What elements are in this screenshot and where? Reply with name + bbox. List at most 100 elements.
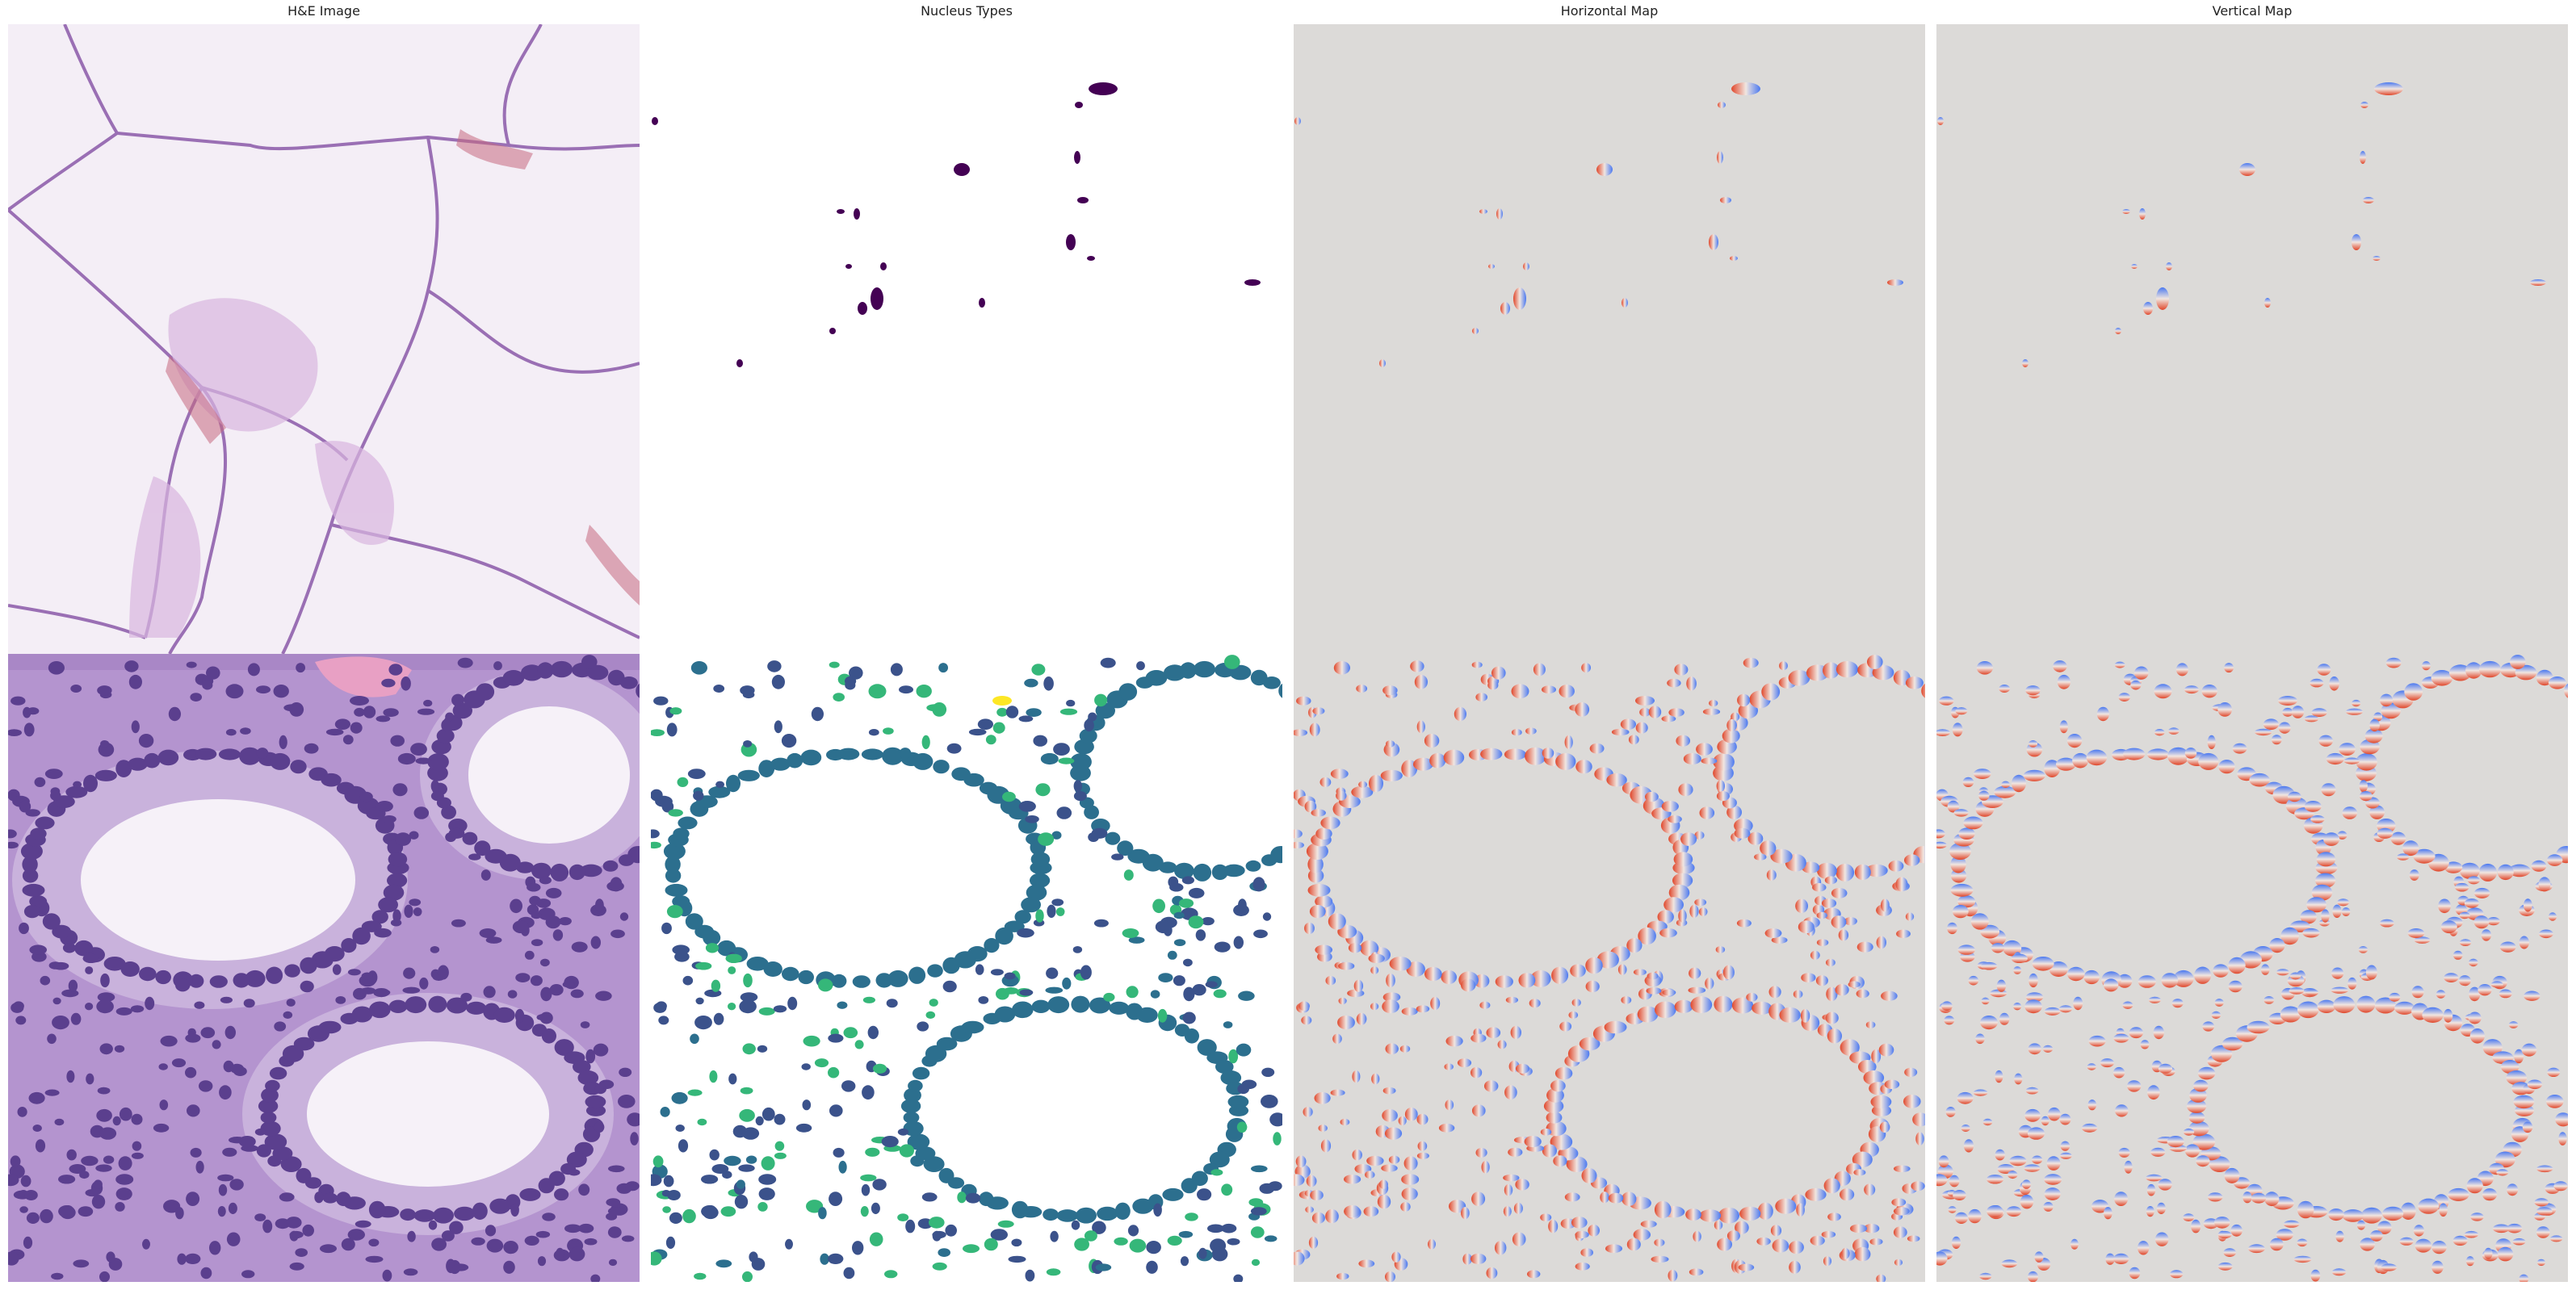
nucleus xyxy=(66,1149,77,1161)
nucleus xyxy=(219,1085,232,1100)
nucleus xyxy=(585,1049,596,1064)
nucleus xyxy=(2114,661,2125,668)
nucleus xyxy=(1008,1255,1026,1263)
nucleus xyxy=(900,1099,921,1113)
nucleus xyxy=(651,729,665,736)
nucleus xyxy=(1386,973,1395,988)
nucleus xyxy=(1957,895,1976,908)
nucleus xyxy=(1525,747,1546,765)
nucleus xyxy=(630,1132,639,1146)
nucleus xyxy=(861,748,883,760)
nucleus xyxy=(1385,1271,1395,1282)
nucleus xyxy=(42,913,61,930)
nucleus xyxy=(711,979,721,992)
nucleus xyxy=(2214,999,2224,1007)
nucleus xyxy=(2486,917,2500,926)
nucleus xyxy=(1304,800,1317,813)
nucleus xyxy=(1356,1012,1367,1025)
nucleus xyxy=(2369,805,2385,819)
nucleus xyxy=(663,843,686,860)
nucleus xyxy=(1401,1174,1420,1185)
nucleus xyxy=(32,1125,42,1132)
nucleus xyxy=(1105,831,1121,845)
nucleus xyxy=(577,1070,599,1086)
nucleus xyxy=(1698,907,1708,916)
nucleus xyxy=(1683,752,1701,765)
nucleus xyxy=(618,1095,636,1108)
nucleus xyxy=(1193,660,1216,678)
nucleus xyxy=(2217,702,2233,717)
nucleus xyxy=(1410,660,1424,672)
nucleus xyxy=(262,1219,273,1233)
nucleus xyxy=(913,752,933,770)
nucleus xyxy=(1481,1160,1490,1174)
nucleus xyxy=(1789,1260,1801,1274)
nucleus xyxy=(1365,1171,1375,1179)
nucleus xyxy=(2484,1247,2493,1259)
nucleus xyxy=(2073,996,2083,1011)
nucleus xyxy=(1961,1125,1970,1132)
nucleus xyxy=(171,1058,187,1068)
nucleus xyxy=(1162,1187,1184,1201)
nucleus xyxy=(2129,1267,2141,1280)
nucleus xyxy=(1936,841,1947,849)
nucleus xyxy=(1805,1187,1827,1201)
nucleus xyxy=(1738,1263,1755,1271)
nucleus xyxy=(1150,990,1160,999)
nucleus xyxy=(2113,1253,2129,1264)
nucleus xyxy=(872,1179,887,1191)
nucleus xyxy=(1952,905,1969,919)
nucleus xyxy=(1229,664,1252,681)
nucleus xyxy=(2306,897,2326,913)
nucleus xyxy=(1622,298,1628,308)
nucleus xyxy=(1005,706,1019,718)
nucleus xyxy=(296,663,305,673)
nucleus xyxy=(2304,801,2322,812)
nucleus xyxy=(1252,877,1265,892)
nucleus xyxy=(2081,1123,2098,1133)
nucleus xyxy=(1941,1001,1953,1011)
nucleus xyxy=(283,1011,293,1019)
nucleus xyxy=(608,1165,625,1173)
nucleus xyxy=(1640,1220,1657,1228)
nucleus xyxy=(382,815,396,823)
nucleus xyxy=(1903,1095,1921,1108)
nucleus xyxy=(1817,862,1837,879)
nucleus xyxy=(1167,950,1177,960)
nucleus xyxy=(619,854,635,866)
nucleus xyxy=(1854,1246,1871,1262)
nucleus xyxy=(1543,1099,1564,1113)
nucleus xyxy=(2547,854,2563,866)
nucleus xyxy=(1513,1202,1523,1214)
nucleus xyxy=(2297,1238,2308,1247)
nucleus xyxy=(1648,706,1662,718)
nucleus xyxy=(584,1238,598,1246)
nucleus xyxy=(96,1108,112,1122)
nucleus xyxy=(722,1171,732,1179)
horizontal-map-panel xyxy=(1294,24,1925,1282)
nucleus xyxy=(2321,909,2330,923)
nucleus xyxy=(798,970,814,985)
nucleus xyxy=(163,1200,181,1213)
nucleus xyxy=(2024,1108,2041,1122)
nucleus xyxy=(2278,722,2291,734)
nucleus xyxy=(403,967,416,979)
nucleus xyxy=(882,747,904,765)
nucleus xyxy=(713,685,725,693)
nucleus xyxy=(1295,1155,1307,1168)
nucleus xyxy=(185,1253,201,1264)
panel-title-he: H&E Image xyxy=(287,3,360,19)
nucleus xyxy=(413,1209,436,1222)
nucleus xyxy=(1304,922,1315,935)
nucleus xyxy=(938,1248,950,1257)
nucleus xyxy=(687,769,706,779)
nucleus xyxy=(1525,727,1537,735)
nucleus xyxy=(1103,992,1115,1002)
nucleus xyxy=(1311,809,1326,817)
nucleus xyxy=(736,359,743,367)
nucleus xyxy=(625,1181,640,1192)
nucleus xyxy=(195,748,217,760)
nucleus xyxy=(1091,827,1108,839)
nucleus xyxy=(1145,670,1168,686)
nucleus xyxy=(917,1021,929,1032)
